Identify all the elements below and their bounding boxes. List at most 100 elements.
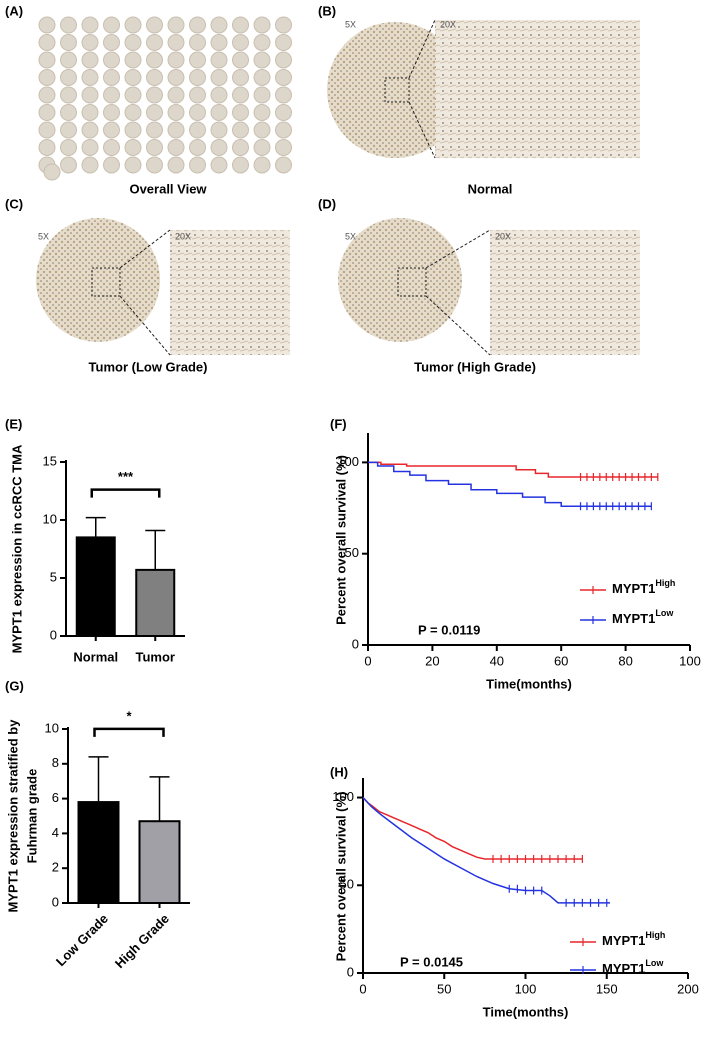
tma-core bbox=[167, 16, 185, 34]
y-axis-label: Percent overall survival (%) bbox=[333, 792, 348, 962]
tma-core bbox=[81, 16, 99, 34]
tma-core bbox=[167, 86, 185, 104]
significance-bracket bbox=[90, 488, 161, 498]
tma-core bbox=[167, 121, 185, 139]
tma-core bbox=[38, 34, 56, 51]
tma-core bbox=[167, 139, 185, 156]
tma-core bbox=[124, 156, 142, 174]
zoom-box bbox=[397, 267, 427, 297]
y-tick-label: 100 bbox=[337, 454, 359, 469]
survival-curve bbox=[362, 797, 610, 904]
tma-core bbox=[275, 121, 292, 139]
tma-core bbox=[43, 163, 61, 181]
tma-core bbox=[253, 16, 271, 34]
tissue-core bbox=[36, 218, 160, 342]
y-tick-label: 0 bbox=[352, 636, 359, 651]
legend-entry: MYPT1High bbox=[612, 578, 675, 596]
tma-core bbox=[253, 121, 271, 139]
tma-core bbox=[146, 51, 163, 69]
tma-core bbox=[232, 51, 249, 69]
tma-core bbox=[146, 156, 163, 174]
magnification: 5X bbox=[345, 231, 356, 241]
legend-entry: MYPT1High bbox=[602, 930, 665, 948]
tma-core bbox=[210, 104, 228, 121]
tma-core bbox=[60, 51, 77, 69]
tma-core bbox=[210, 69, 228, 86]
zoom-box bbox=[384, 77, 410, 103]
tma-core bbox=[60, 121, 77, 139]
x-tick-label: Low Grade bbox=[53, 911, 111, 969]
tma-core bbox=[124, 121, 142, 139]
magnification: 20X bbox=[175, 231, 191, 241]
x-axis-label: Time(months) bbox=[483, 1004, 569, 1019]
tma-core bbox=[210, 139, 228, 156]
tma-core bbox=[81, 121, 99, 139]
legend-sup: Low bbox=[645, 958, 664, 968]
magnification: 5X bbox=[345, 19, 356, 29]
tma-core bbox=[232, 34, 249, 51]
tma-core bbox=[167, 51, 185, 69]
significance: *** bbox=[118, 469, 134, 484]
tma-core bbox=[275, 51, 292, 69]
survival-curve bbox=[362, 797, 583, 860]
tma-core bbox=[81, 51, 99, 69]
significance: * bbox=[126, 708, 132, 723]
panel-caption: Normal bbox=[468, 181, 513, 196]
tma-core bbox=[146, 104, 163, 121]
tma-core bbox=[60, 86, 77, 104]
legend-sup: High bbox=[655, 578, 675, 588]
legend-entry: MYPT1Low bbox=[612, 608, 674, 626]
zoom-guide bbox=[119, 229, 171, 269]
y-axis-label: MYPT1 expression stratified by bbox=[5, 719, 20, 913]
zoom-guide bbox=[425, 295, 491, 356]
x-tick-label: Normal bbox=[73, 649, 118, 664]
tma-core bbox=[38, 139, 56, 156]
zoom-guide bbox=[119, 295, 171, 356]
tma-core bbox=[60, 34, 77, 51]
y-tick-label: 2 bbox=[52, 860, 59, 875]
tma-core bbox=[81, 104, 99, 121]
y-tick-label: 10 bbox=[45, 720, 59, 735]
tma-core bbox=[167, 156, 185, 174]
legend-name: MYPT1 bbox=[612, 581, 655, 596]
survival-curve bbox=[368, 461, 652, 507]
tma-core bbox=[253, 104, 271, 121]
tma-core bbox=[232, 121, 249, 139]
x-tick-label: 0 bbox=[359, 981, 366, 996]
tma-core bbox=[232, 156, 249, 174]
magnification: 20X bbox=[495, 231, 511, 241]
tma-core bbox=[253, 69, 271, 86]
y-tick-label: 50 bbox=[340, 877, 354, 892]
panel-label: (A) bbox=[5, 3, 23, 18]
x-tick-label: 200 bbox=[677, 981, 699, 996]
tma-core bbox=[38, 69, 56, 86]
x-tick-label: 100 bbox=[515, 981, 537, 996]
tma-core bbox=[253, 86, 271, 104]
tma-core bbox=[103, 34, 120, 51]
tma-core bbox=[103, 51, 120, 69]
tma-core bbox=[232, 86, 249, 104]
tma-core bbox=[167, 34, 185, 51]
tma-core bbox=[189, 86, 206, 104]
tma-core bbox=[253, 34, 271, 51]
legend-name: MYPT1 bbox=[612, 611, 655, 626]
tma-core bbox=[81, 86, 99, 104]
tma-core bbox=[81, 156, 99, 174]
tma-core bbox=[210, 121, 228, 139]
y-tick-label: 5 bbox=[50, 569, 57, 584]
zoom-view bbox=[490, 230, 640, 355]
tma-core bbox=[146, 16, 163, 34]
p-value: P = 0.0145 bbox=[400, 954, 463, 969]
tma-core bbox=[103, 104, 120, 121]
tma-core bbox=[103, 156, 120, 174]
tma-core bbox=[275, 34, 292, 51]
tma-core bbox=[146, 121, 163, 139]
panel-label: (F) bbox=[330, 416, 347, 431]
charts: (E) MYPT1 expression in ccRCC TMA 0 5 10 15 No… bbox=[5, 416, 701, 1019]
zoom-view bbox=[170, 230, 290, 355]
tma-core bbox=[189, 69, 206, 86]
survival-curve bbox=[368, 461, 658, 478]
legend-entry: MYPT1Low bbox=[602, 958, 664, 976]
panel-caption: Tumor (High Grade) bbox=[414, 359, 536, 374]
